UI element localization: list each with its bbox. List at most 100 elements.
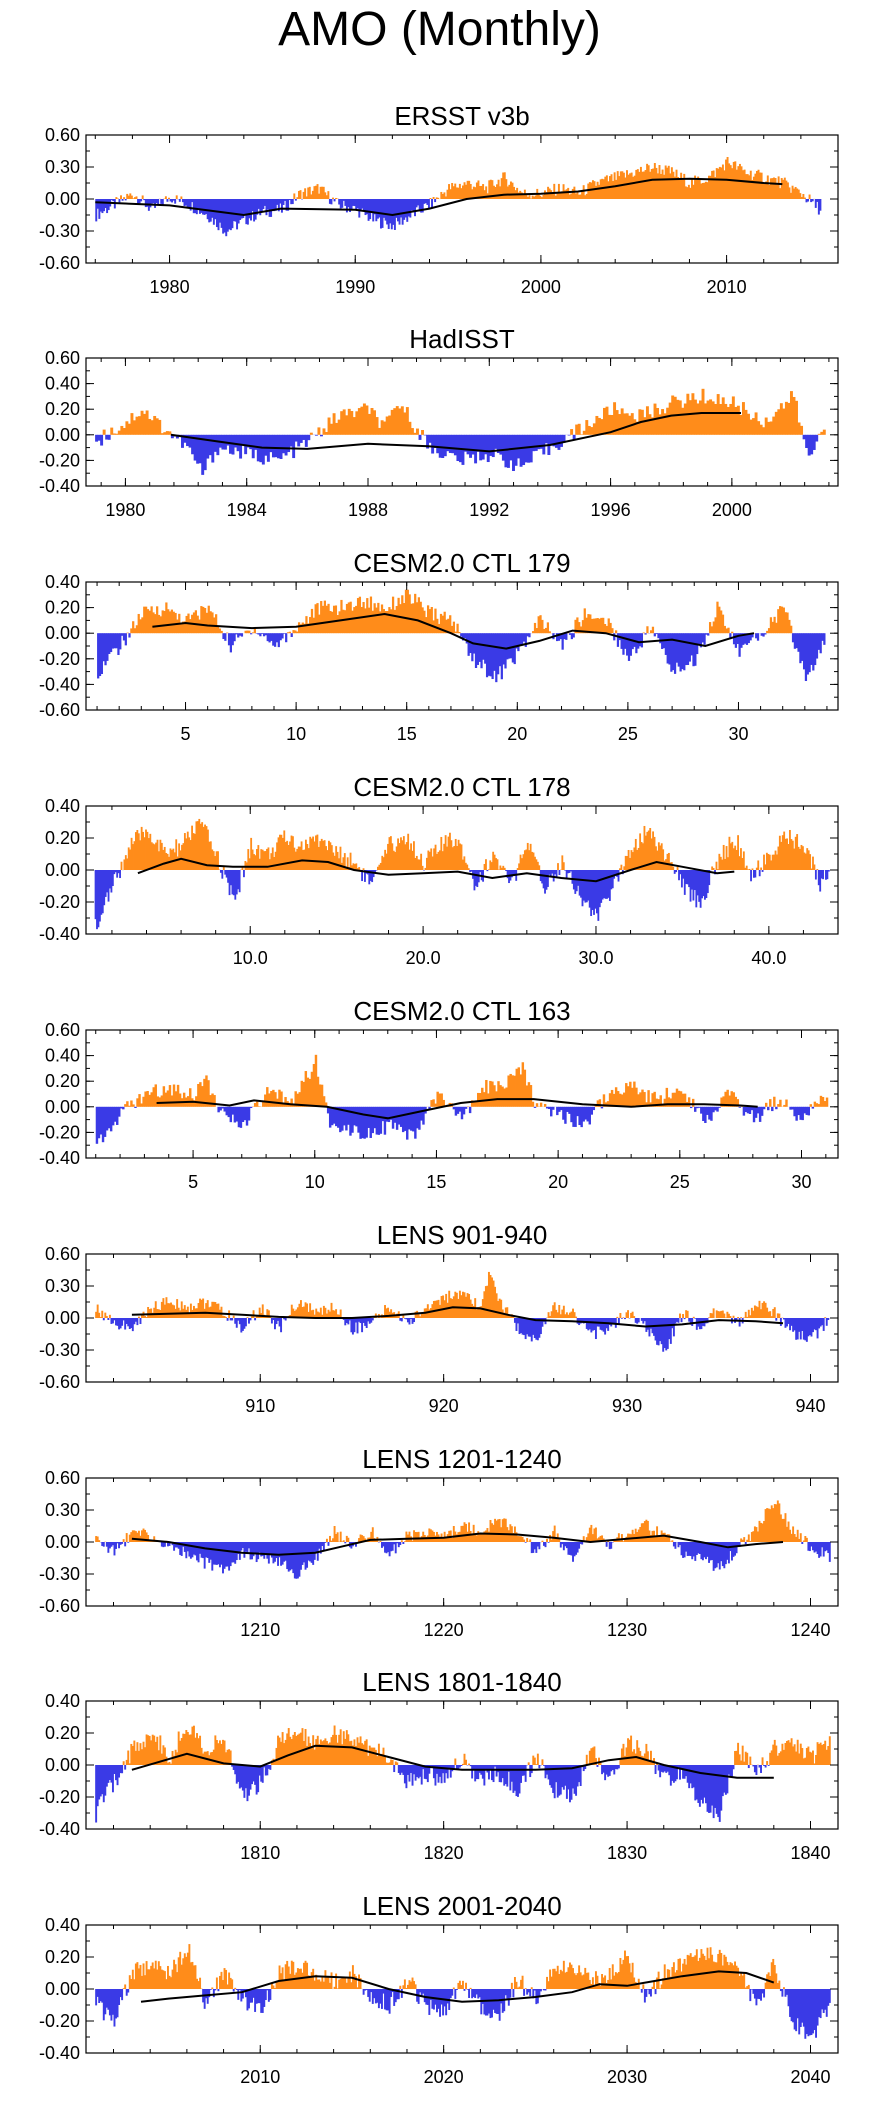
anomaly-bar bbox=[145, 410, 149, 435]
anomaly-bar bbox=[718, 1949, 721, 1989]
anomaly-bar bbox=[229, 1542, 232, 1567]
anomaly-bar bbox=[170, 434, 174, 439]
anomaly-bar bbox=[639, 1527, 642, 1542]
anomaly-bar bbox=[749, 170, 752, 199]
anomaly-bar bbox=[529, 843, 532, 870]
anomaly-bar bbox=[727, 1313, 730, 1318]
y-tick-label: -0.20 bbox=[39, 2011, 80, 2031]
anomaly-bar bbox=[311, 190, 314, 199]
anomaly-bar bbox=[675, 1088, 679, 1107]
anomaly-bar bbox=[504, 1989, 507, 1996]
anomaly-bar bbox=[338, 1979, 341, 1989]
anomaly-bar bbox=[802, 1318, 805, 1340]
anomaly-bar bbox=[242, 199, 245, 219]
anomaly-bar bbox=[440, 1989, 443, 2005]
anomaly-bar bbox=[400, 1540, 403, 1542]
anomaly-bar bbox=[741, 857, 744, 870]
anomaly-bar bbox=[779, 403, 783, 435]
anomaly-bar bbox=[553, 183, 556, 199]
anomaly-bar bbox=[347, 199, 350, 208]
anomaly-bar bbox=[799, 1743, 802, 1765]
anomaly-bar bbox=[130, 837, 133, 870]
anomaly-bar bbox=[471, 189, 474, 199]
anomaly-bar bbox=[359, 1106, 362, 1139]
anomaly-bar bbox=[299, 190, 302, 199]
anomaly-bar bbox=[419, 1989, 422, 1993]
anomaly-bar bbox=[622, 1743, 625, 1765]
anomaly-bar bbox=[708, 1542, 711, 1563]
anomaly-bar bbox=[807, 1989, 810, 2037]
anomaly-bar bbox=[810, 1318, 813, 1337]
anomaly-bar bbox=[347, 1734, 350, 1765]
anomaly-bar bbox=[413, 432, 417, 435]
anomaly-bar bbox=[686, 633, 690, 665]
anomaly-bar bbox=[452, 1765, 455, 1770]
anomaly-bar bbox=[801, 846, 804, 870]
anomaly-bar bbox=[221, 870, 224, 879]
anomaly-bar bbox=[594, 1527, 597, 1542]
anomaly-bar bbox=[630, 850, 633, 870]
anomaly-bar bbox=[270, 199, 273, 217]
anomaly-bar bbox=[827, 1318, 830, 1321]
anomaly-bar bbox=[500, 1989, 503, 2004]
anomaly-bar bbox=[816, 1989, 819, 2026]
anomaly-bar bbox=[351, 1318, 354, 1335]
anomaly-bar bbox=[661, 169, 664, 199]
anomaly-bar bbox=[613, 1975, 616, 1989]
anomaly-bar bbox=[301, 622, 304, 634]
anomaly-bar bbox=[622, 172, 625, 199]
anomaly-bar bbox=[124, 1104, 127, 1107]
anomaly-bar bbox=[101, 1765, 104, 1795]
anomaly-bar bbox=[100, 633, 103, 674]
anomaly-bar bbox=[680, 172, 683, 199]
anomaly-bar bbox=[607, 870, 610, 898]
anomaly-bar bbox=[677, 633, 680, 667]
anomaly-bar bbox=[769, 1099, 772, 1107]
anomaly-bar bbox=[481, 1087, 484, 1107]
x-tick-label: 2010 bbox=[240, 2067, 280, 2087]
anomaly-bar bbox=[724, 403, 728, 435]
anomaly-bar bbox=[613, 1318, 616, 1324]
anomaly-bar bbox=[612, 180, 615, 199]
anomaly-bar bbox=[198, 619, 201, 634]
anomaly-bar bbox=[650, 1989, 652, 1997]
anomaly-bar bbox=[203, 1078, 206, 1107]
anomaly-bar bbox=[789, 1989, 792, 2017]
anomaly-bar bbox=[254, 855, 257, 870]
anomaly-bar bbox=[825, 870, 827, 880]
anomaly-bar bbox=[501, 1765, 504, 1779]
anomaly-bar bbox=[744, 1987, 747, 1989]
anomaly-bar bbox=[95, 1536, 98, 1542]
anomaly-bar bbox=[462, 633, 465, 641]
anomaly-bar bbox=[124, 199, 127, 201]
anomaly-bar bbox=[744, 867, 747, 870]
anomaly-bar bbox=[502, 172, 505, 199]
anomaly-bar bbox=[615, 410, 619, 435]
anomaly-bar bbox=[281, 1542, 284, 1565]
anomaly-bar bbox=[795, 400, 798, 435]
anomaly-bar bbox=[172, 199, 175, 201]
anomaly-bar bbox=[642, 843, 644, 870]
anomaly-bar bbox=[616, 1765, 619, 1770]
anomaly-bar bbox=[736, 1099, 740, 1107]
x-tick-label: 1840 bbox=[790, 1843, 830, 1863]
anomaly-bar bbox=[121, 1542, 124, 1544]
anomaly-bar bbox=[633, 1081, 636, 1107]
anomaly-bar bbox=[347, 1537, 350, 1542]
anomaly-bar bbox=[116, 870, 119, 878]
anomaly-bar bbox=[377, 866, 379, 870]
anomaly-bar bbox=[608, 1542, 611, 1550]
anomaly-bar bbox=[400, 837, 402, 870]
anomaly-bar bbox=[205, 1989, 208, 1999]
anomaly-bar bbox=[587, 1533, 590, 1542]
anomaly-bar bbox=[185, 1956, 188, 1989]
anomaly-bar bbox=[825, 1097, 829, 1107]
anomaly-bar bbox=[163, 610, 166, 634]
anomaly-bar bbox=[97, 1106, 101, 1139]
anomaly-bar bbox=[218, 1542, 221, 1568]
anomaly-bar bbox=[669, 1318, 672, 1344]
anomaly-bar bbox=[252, 1542, 255, 1557]
anomaly-bar bbox=[758, 1520, 761, 1542]
anomaly-bar bbox=[628, 1739, 631, 1765]
anomaly-bar bbox=[153, 1968, 156, 1989]
